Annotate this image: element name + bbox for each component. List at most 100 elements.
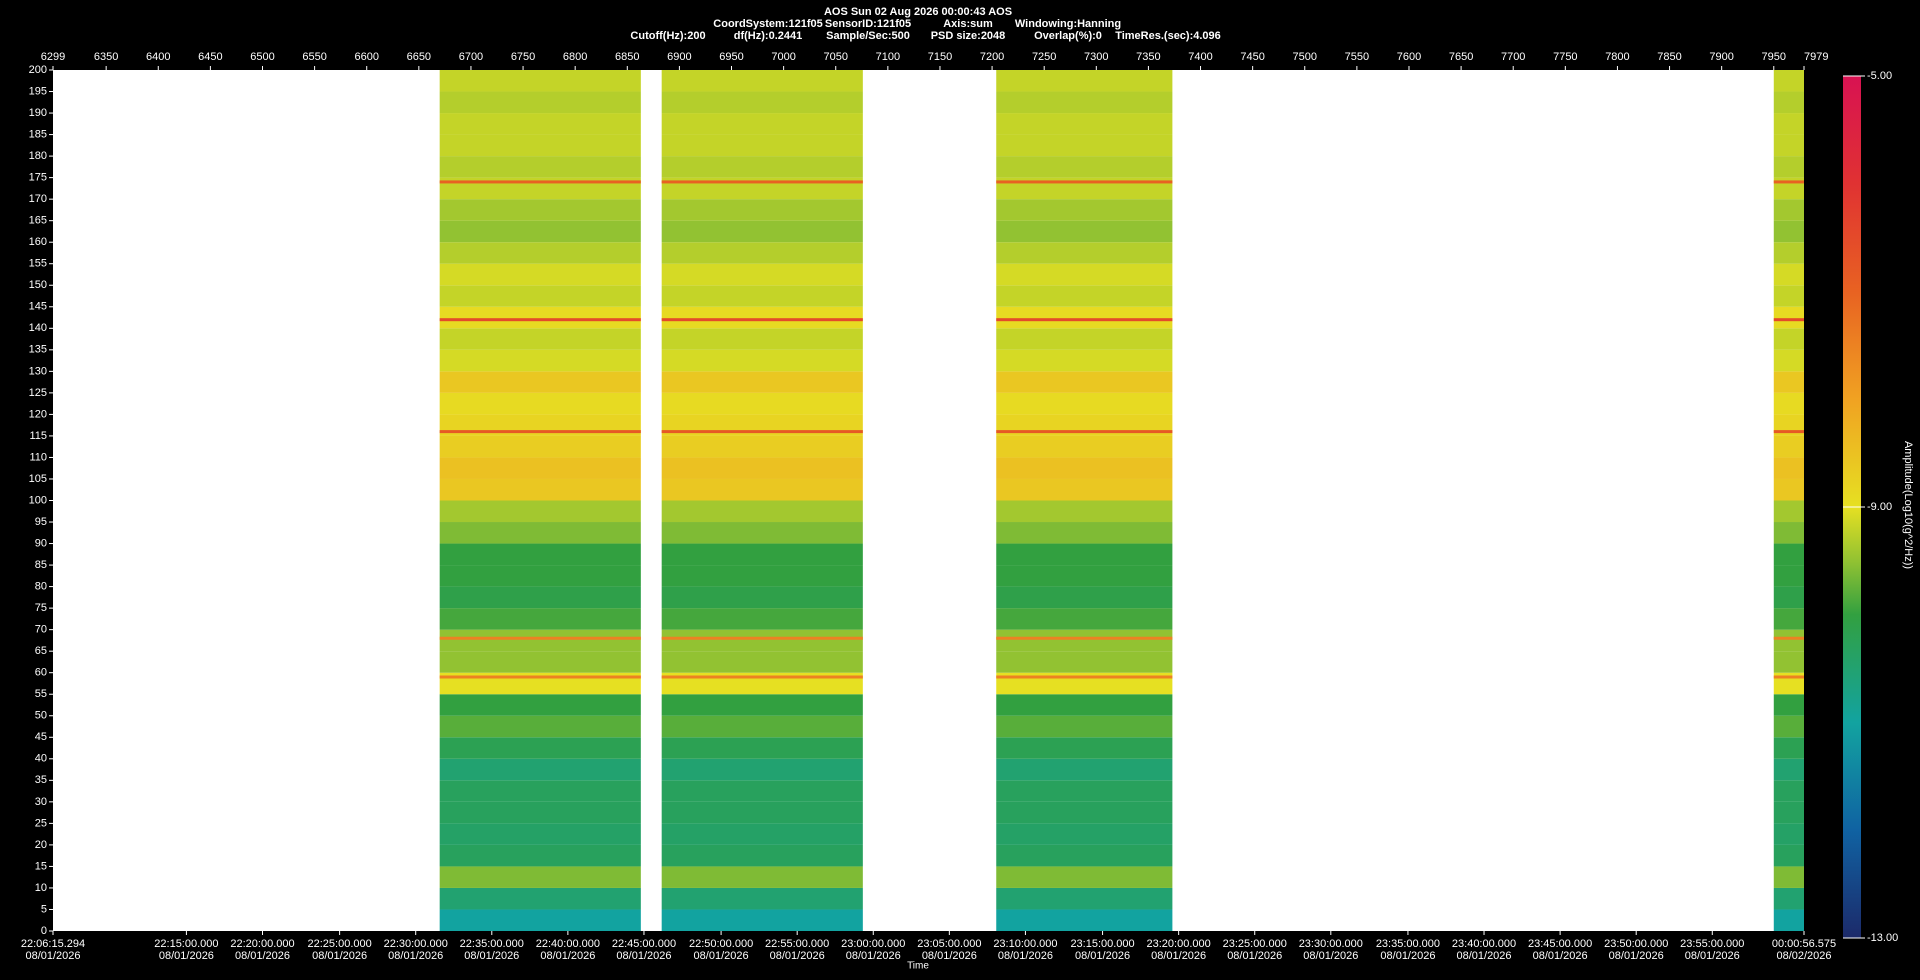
colorbar-tick-label: -9.00 bbox=[1867, 501, 1892, 513]
spectrogram-cell bbox=[1773, 306, 1804, 329]
x-tick-label: 7600 bbox=[1397, 51, 1421, 63]
time-tick-date: 08/01/2026 bbox=[1075, 950, 1130, 962]
spectrogram-cell bbox=[1773, 91, 1804, 114]
x-axis-label: Time bbox=[907, 961, 929, 972]
spectrogram-cell bbox=[439, 651, 641, 673]
info-text: SensorID:121f05 bbox=[825, 18, 911, 30]
spectrogram-cell bbox=[661, 522, 863, 544]
tone-line bbox=[996, 318, 1173, 322]
spectrogram-cell bbox=[439, 737, 641, 759]
time-tick-date: 08/01/2026 bbox=[922, 950, 977, 962]
spectrogram-cell bbox=[661, 758, 863, 781]
tone-line bbox=[661, 318, 863, 322]
spectrogram-cell bbox=[1773, 435, 1804, 458]
spectrogram-cell bbox=[996, 801, 1173, 824]
y-tick-label: 120 bbox=[29, 408, 47, 420]
spectrogram-cell bbox=[661, 887, 863, 910]
spectrogram-cell bbox=[439, 349, 641, 372]
spectrogram-cell bbox=[1773, 70, 1804, 92]
x-tick-label: 6650 bbox=[407, 51, 431, 63]
spectrogram-cell bbox=[1773, 457, 1804, 479]
x-tick-label: 7850 bbox=[1657, 51, 1681, 63]
y-tick-label: 155 bbox=[29, 258, 47, 270]
info-text: Cutoff(Hz):200 bbox=[630, 30, 705, 42]
spectrogram-cell bbox=[661, 199, 863, 221]
spectrogram-cell bbox=[661, 349, 863, 372]
spectrogram-cell bbox=[1773, 134, 1804, 157]
spectrogram-cell bbox=[1773, 586, 1804, 609]
time-tick-date: 08/01/2026 bbox=[694, 950, 749, 962]
y-tick-label: 30 bbox=[35, 796, 47, 808]
y-tick-label: 150 bbox=[29, 279, 47, 291]
time-tick-label: 23:15:00.000 bbox=[1070, 938, 1134, 950]
spectrogram-cell bbox=[1773, 522, 1804, 544]
x-tick-label: 7050 bbox=[823, 51, 847, 63]
spectrogram-cell bbox=[996, 349, 1173, 372]
x-tick-label: 7650 bbox=[1449, 51, 1473, 63]
x-tick-label: 6450 bbox=[198, 51, 222, 63]
spectrogram-cell bbox=[439, 242, 641, 264]
spectrogram-cell bbox=[439, 478, 641, 501]
spectrogram-cell bbox=[439, 887, 641, 910]
spectrogram-cell bbox=[439, 285, 641, 307]
x-tick-label: 7300 bbox=[1084, 51, 1108, 63]
spectrogram-cell bbox=[439, 715, 641, 738]
y-tick-label: 190 bbox=[29, 107, 47, 119]
spectrogram-cell bbox=[996, 113, 1173, 135]
time-tick-date: 08/01/2026 bbox=[616, 950, 671, 962]
y-tick-label: 50 bbox=[35, 710, 47, 722]
spectrogram-cell bbox=[439, 113, 641, 135]
y-tick-label: 130 bbox=[29, 365, 47, 377]
time-tick-label: 23:35:00.000 bbox=[1376, 938, 1440, 950]
info-text: Overlap(%):0 bbox=[1034, 30, 1102, 42]
spectrogram-cell bbox=[661, 263, 863, 286]
time-tick-label: 22:35:00.000 bbox=[460, 938, 524, 950]
y-tick-label: 45 bbox=[35, 731, 47, 743]
spectrogram-cell bbox=[1773, 478, 1804, 501]
spectrogram-cell bbox=[1773, 629, 1804, 652]
tone-line bbox=[661, 180, 863, 184]
spectrogram-cell bbox=[996, 457, 1173, 479]
time-tick-date: 08/01/2026 bbox=[540, 950, 595, 962]
spectrogram-cell bbox=[1773, 565, 1804, 587]
tone-line bbox=[996, 180, 1173, 184]
x-tick-label: 7250 bbox=[1032, 51, 1056, 63]
y-tick-label: 100 bbox=[29, 494, 47, 506]
y-tick-label: 85 bbox=[35, 559, 47, 571]
time-tick-label: 22:50:00.000 bbox=[689, 938, 753, 950]
spectrogram-cell bbox=[439, 694, 641, 716]
spectrogram-cell bbox=[439, 457, 641, 479]
tone-line bbox=[1773, 180, 1804, 184]
time-tick-label: 22:06:15.294 bbox=[21, 938, 85, 950]
x-tick-label: 6500 bbox=[250, 51, 274, 63]
tone-line bbox=[1773, 675, 1804, 679]
spectrogram-cell bbox=[1773, 694, 1804, 716]
spectrogram-cell bbox=[439, 629, 641, 652]
y-tick-label: 195 bbox=[29, 85, 47, 97]
time-tick-label: 00:00:56.575 bbox=[1772, 938, 1836, 950]
spectrogram-cell bbox=[439, 823, 641, 845]
time-tick-date: 08/01/2026 bbox=[1685, 950, 1740, 962]
tone-line bbox=[439, 636, 641, 640]
spectrogram-cell bbox=[1773, 737, 1804, 759]
spectrogram-cell bbox=[661, 737, 863, 759]
x-tick-label: 6850 bbox=[615, 51, 639, 63]
spectrogram-cell bbox=[661, 586, 863, 609]
spectrogram-cell bbox=[996, 91, 1173, 114]
time-tick-label: 23:55:00.000 bbox=[1680, 938, 1744, 950]
spectrogram-cell bbox=[996, 242, 1173, 264]
x-tick-label: 6800 bbox=[563, 51, 587, 63]
spectrogram-cell bbox=[661, 134, 863, 157]
time-tick-label: 22:40:00.000 bbox=[536, 938, 600, 950]
tone-line bbox=[661, 430, 863, 434]
y-tick-label: 35 bbox=[35, 774, 47, 786]
y-tick-label: 60 bbox=[35, 667, 47, 679]
time-tick-date: 08/01/2026 bbox=[770, 950, 825, 962]
y-tick-label: 5 bbox=[41, 903, 47, 915]
y-tick-label: 70 bbox=[35, 624, 47, 636]
spectrogram-cell bbox=[996, 500, 1173, 523]
x-tick-label: 6550 bbox=[302, 51, 326, 63]
time-tick-date: 08/01/2026 bbox=[1456, 950, 1511, 962]
spectrogram-cell bbox=[661, 70, 863, 92]
